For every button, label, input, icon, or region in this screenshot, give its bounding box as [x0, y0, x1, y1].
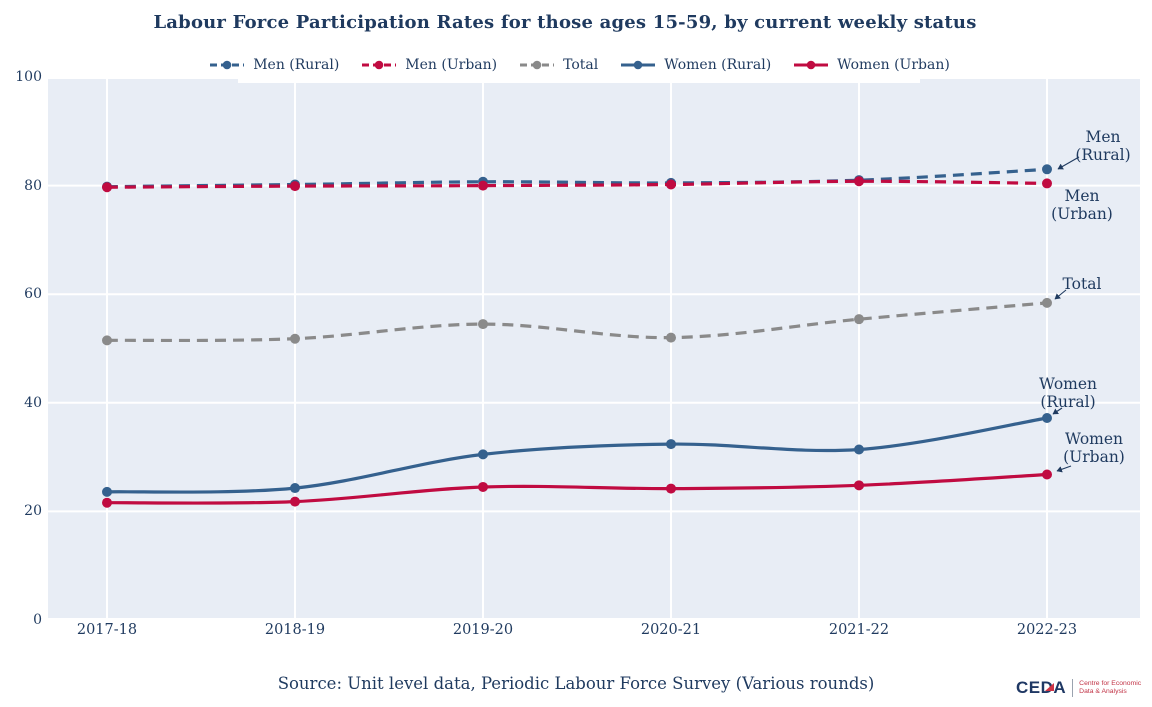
- annotation-line: (Urban): [1051, 205, 1113, 223]
- ceda-logo-accent-icon: [1045, 683, 1054, 691]
- data-point: [478, 449, 488, 460]
- annotation-line: (Rural): [1075, 146, 1131, 164]
- data-point: [290, 483, 300, 494]
- women-rural-line-icon: [621, 60, 656, 69]
- annotation-women-urban: Women (Urban): [1052, 430, 1136, 466]
- data-point: [1042, 178, 1052, 189]
- legend-item-women-rural: Women (Rural): [619, 57, 771, 73]
- data-point: [854, 444, 864, 455]
- tagline-line-2: Data & Analysis: [1079, 688, 1127, 695]
- legend-item-total: Total: [518, 57, 598, 73]
- y-tick-20: 20: [24, 503, 42, 519]
- data-point: [666, 439, 676, 450]
- data-point: [290, 181, 300, 192]
- y-tick-100: 100: [15, 69, 42, 85]
- legend-item-men-rural: Men (Rural): [208, 57, 339, 73]
- data-point: [102, 335, 112, 346]
- data-point: [1042, 164, 1052, 175]
- series-line-women-urban-: [106, 472, 1048, 505]
- annotation-line: Men: [1064, 187, 1100, 205]
- x-tick-2020-21: 2020-21: [640, 622, 702, 638]
- y-tick-80: 80: [24, 178, 42, 194]
- ceda-logo: CEDA Centre for Economic Data & Analysis: [1016, 678, 1141, 698]
- series-line-women-rural-: [106, 416, 1048, 494]
- data-point: [1042, 297, 1052, 308]
- men-rural-line-icon: [210, 60, 245, 69]
- x-tick-2022-23: 2022-23: [1016, 622, 1078, 638]
- legend-label: Men (Urban): [405, 56, 498, 73]
- series-line-total: [106, 301, 1048, 343]
- legend-item-men-urban: Men (Urban): [360, 57, 497, 73]
- annotation-men-rural: Men (Rural): [1068, 128, 1138, 164]
- data-point: [1042, 413, 1052, 424]
- x-tick-2019-20: 2019-20: [452, 622, 514, 638]
- data-point: [102, 486, 112, 497]
- legend-label: Women (Rural): [664, 56, 772, 73]
- data-point: [854, 480, 864, 491]
- annotation-line: Total: [1062, 275, 1102, 293]
- ceda-tagline: Centre for Economic Data & Analysis: [1079, 680, 1141, 697]
- men-urban-line-icon: [362, 60, 397, 69]
- women-urban-line-icon: [794, 60, 829, 69]
- data-point: [290, 333, 300, 344]
- tagline-line-1: Centre for Economic: [1079, 679, 1142, 687]
- legend-label: Women (Urban): [837, 56, 950, 73]
- x-tick-2021-22: 2021-22: [828, 622, 890, 638]
- annotation-line: (Urban): [1063, 448, 1125, 466]
- annotation-total: Total: [1047, 275, 1117, 293]
- total-line-icon: [520, 60, 555, 69]
- annotation-men-urban: Men (Urban): [1047, 187, 1117, 223]
- annotation-line: Women: [1064, 430, 1124, 448]
- source-note: Source: Unit level data, Periodic Labour…: [277, 674, 875, 693]
- y-tick-40: 40: [24, 395, 42, 411]
- plot-area: [48, 77, 1140, 620]
- data-point: [1042, 469, 1052, 480]
- legend-label: Men (Rural): [253, 56, 340, 73]
- x-tick-2018-19: 2018-19: [264, 622, 326, 638]
- line-chart: [48, 77, 1140, 620]
- annotation-women-rural: Women (Rural): [1026, 375, 1110, 411]
- series-line-men-urban-: [106, 179, 1048, 189]
- y-tick-60: 60: [24, 286, 42, 302]
- chart-title: Labour Force Participation Rates for tho…: [153, 12, 977, 33]
- data-point: [102, 497, 112, 508]
- data-point: [666, 179, 676, 190]
- legend: Men (Rural) Men (Urban) Total Women (Rur…: [210, 46, 950, 83]
- data-point: [102, 182, 112, 193]
- x-tick-2017-18: 2017-18: [76, 622, 138, 638]
- data-point: [854, 176, 864, 187]
- annotation-line: Women: [1038, 375, 1098, 393]
- data-point: [290, 496, 300, 507]
- ceda-wordmark-text: CEDA: [1016, 678, 1067, 697]
- y-tick-0: 0: [33, 612, 42, 628]
- ceda-wordmark: CEDA: [1016, 678, 1066, 698]
- data-point: [478, 481, 488, 492]
- data-point: [666, 483, 676, 494]
- legend-item-women-urban: Women (Urban): [792, 57, 950, 73]
- data-point: [666, 332, 676, 343]
- data-point: [478, 180, 488, 191]
- logo-divider: [1072, 679, 1074, 697]
- data-point: [854, 314, 864, 325]
- annotation-line: Men: [1085, 128, 1121, 146]
- data-point: [478, 319, 488, 330]
- legend-label: Total: [563, 56, 599, 73]
- annotation-line: (Rural): [1040, 393, 1096, 411]
